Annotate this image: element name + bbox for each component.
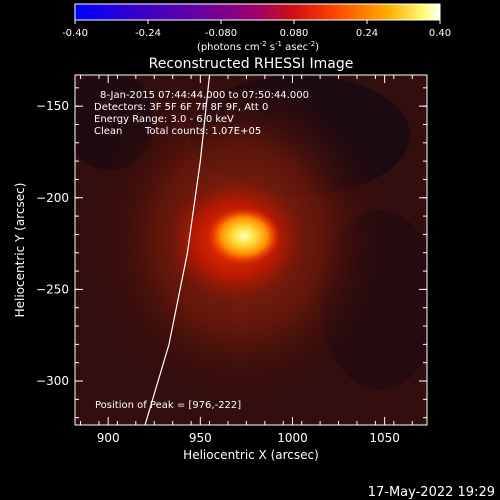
- plot-frame: [74, 74, 428, 426]
- colorbar-tick-label: 0.40: [429, 28, 451, 39]
- footer-date: 17-May-2022 19:29: [368, 485, 495, 500]
- colorbar-tick-label: 0.080: [280, 28, 309, 39]
- heatmap-image: [75, 75, 427, 425]
- annotation-detectors: Detectors: 3F 5F 6F 7F 8F 9F, Att 0: [94, 102, 268, 113]
- annotations: 8-Jan-2015 07:44:44.000 to 07:50:44.000 …: [94, 90, 309, 411]
- x-tick-label: 1000: [277, 431, 308, 445]
- x-axis-label: Heliocentric X (arcsec): [183, 448, 319, 462]
- y-tick-label: −300: [36, 374, 69, 388]
- colorbar-tick-label: -0.40: [62, 28, 88, 39]
- x-tick-label: 950: [189, 431, 212, 445]
- colorbar-ticks: -0.40 -0.24 -0.080 0.080 0.24 0.40: [62, 20, 451, 39]
- colorbar: [74, 3, 441, 21]
- x-tick-label: 900: [97, 431, 120, 445]
- annotation-time: 8-Jan-2015 07:44:44.000 to 07:50:44.000: [100, 90, 309, 101]
- chart-title: Reconstructed RHESSI Image: [149, 56, 354, 72]
- y-axis-label: Heliocentric Y (arcsec): [13, 183, 27, 318]
- colorbar-tick-label: -0.24: [135, 28, 161, 39]
- axis-ticks: 900 950 1000 1050 −150 −200 −250 −300: [36, 75, 427, 445]
- y-tick-label: −150: [36, 99, 69, 113]
- colorbar-tick-label: 0.24: [356, 28, 378, 39]
- annotation-counts: Total counts: 1.07E+05: [144, 126, 261, 137]
- y-tick-label: −250: [36, 282, 69, 296]
- annotation-energy: Energy Range: 3.0 - 6.0 keV: [94, 114, 234, 125]
- x-tick-label: 1050: [369, 431, 400, 445]
- colorbar-tick-label: -0.080: [205, 28, 237, 39]
- y-tick-label: −200: [36, 191, 69, 205]
- annotation-method: Clean: [94, 126, 122, 137]
- colorbar-units: (photons cm-2 s-1 asec-2): [197, 40, 319, 53]
- solar-limb-line: [144, 75, 211, 425]
- annotation-peak: Position of Peak = [976,-222]: [95, 400, 241, 411]
